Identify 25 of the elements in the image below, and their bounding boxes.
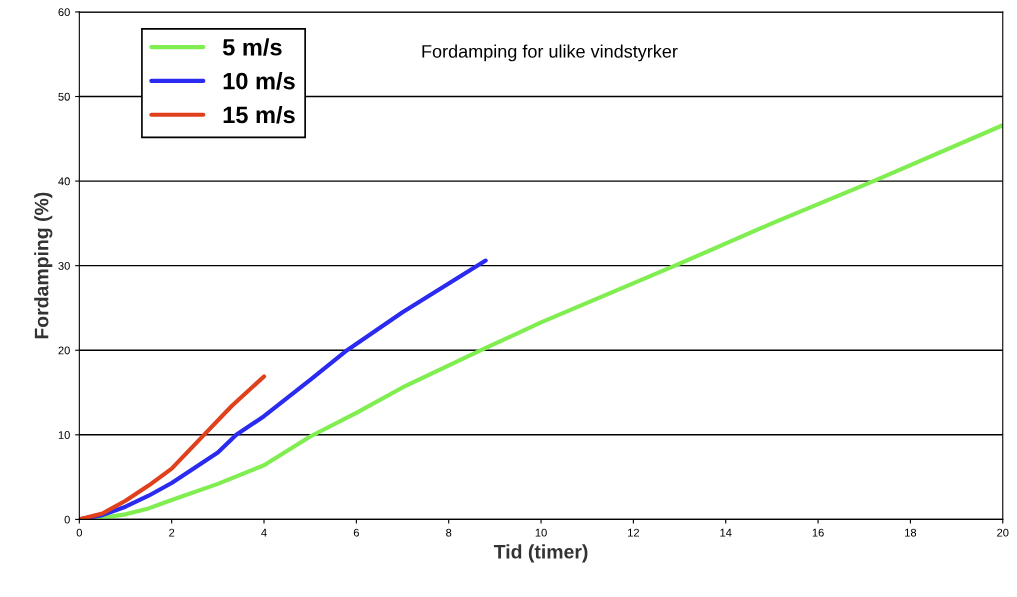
y-tick-label: 30 bbox=[58, 261, 70, 270]
x-tick-label: 6 bbox=[353, 528, 359, 537]
legend-label: 15 m/s bbox=[223, 105, 295, 124]
y-tick-label: 10 bbox=[58, 431, 70, 439]
x-tick-label: 10 bbox=[535, 528, 547, 537]
line-series bbox=[79, 374, 267, 520]
text: Fordamping for ulike vindstyrker bbox=[422, 44, 678, 62]
x-tick-label: 14 bbox=[720, 528, 732, 537]
x-axis-title: Tid (timer) bbox=[493, 544, 588, 563]
y-tick-label: 60 bbox=[58, 8, 70, 17]
y-tick-label: 0 bbox=[64, 515, 70, 524]
x-tick-label: 0 bbox=[76, 528, 82, 537]
x-tick-label: 20 bbox=[997, 528, 1009, 537]
x-tick-label: 8 bbox=[446, 528, 452, 537]
y-tick-label: 40 bbox=[58, 177, 70, 186]
x-tick-label: 16 bbox=[812, 528, 824, 537]
x-tick-label: 2 bbox=[169, 528, 175, 537]
y-tick-label: 20 bbox=[58, 346, 70, 355]
x-tick-label: 4 bbox=[261, 528, 267, 537]
legend-label: 10 m/s bbox=[223, 72, 295, 90]
legend-label: 5 m/s bbox=[222, 38, 282, 56]
y-tick-label: 50 bbox=[58, 92, 70, 101]
x-tick-label: 12 bbox=[628, 528, 640, 537]
y-axis-title: Fordamping (%) bbox=[34, 192, 53, 339]
x-tick-label: 18 bbox=[905, 528, 917, 537]
